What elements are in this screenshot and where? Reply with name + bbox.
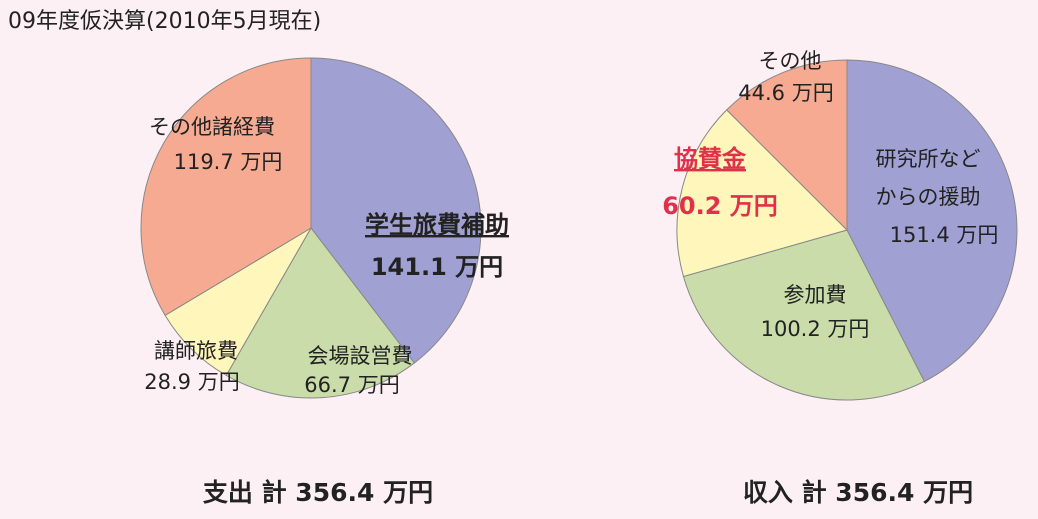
slice-label: 会場設営費 [308,344,413,368]
slice-value-label: 44.6 万円 [738,81,833,105]
slice-label: その他 [759,49,822,73]
slice-label: その他諸経費 [149,115,275,139]
pie-slice [682,229,926,401]
slice-label: 参加費 [784,283,847,307]
pie-slice [846,59,1018,383]
page-title: 09年度仮決算(2010年5月現在) [8,9,321,34]
slice-value-label: 119.7 万円 [174,150,283,174]
pie-slice [310,57,482,364]
slice-value-label: 66.7 万円 [304,373,399,397]
slice-label: 研究所などからの援助 [876,147,981,209]
slice-value-label: 151.4 万円 [890,223,999,247]
pie-slice [225,227,416,399]
chart-caption: 収入 計 356.4 万円 [743,478,973,507]
slice-value-label: 28.9 万円 [144,370,239,394]
slice-value-label: 60.2 万円 [662,192,778,220]
slice-label: 協賛金 [674,145,747,173]
slice-value-label: 100.2 万円 [761,317,870,341]
slice-value-label: 141.1 万円 [371,253,503,281]
chart-caption: 支出 計 356.4 万円 [203,478,433,507]
slice-label: 学生旅費補助 [365,211,509,239]
pie-slice [676,109,848,278]
pie-slice [725,59,848,232]
slice-label: 講師旅費 [154,339,238,363]
pie-slice [140,57,312,317]
